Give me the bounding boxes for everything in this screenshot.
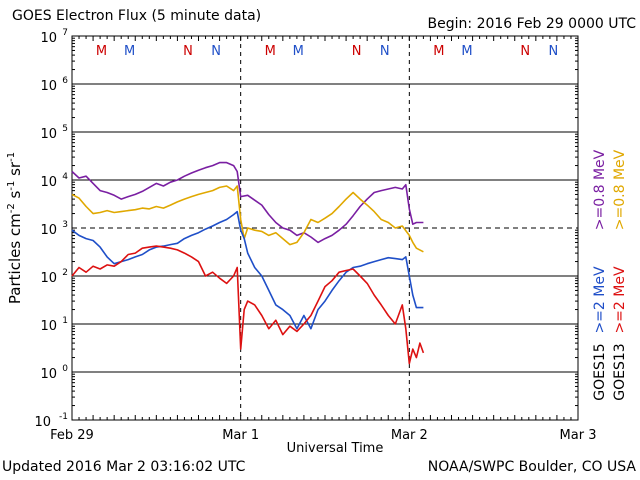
eclipse-marker: M	[124, 44, 135, 59]
eclipse-marker: M	[461, 44, 472, 59]
series-line	[71, 210, 424, 330]
eclipse-marker: N	[520, 44, 530, 59]
y-tick-label: 10 1	[40, 316, 68, 334]
y-tick-base: 10	[40, 127, 57, 142]
y-tick-exponent: -1	[59, 412, 68, 422]
y-tick-base: 10	[40, 367, 57, 382]
updated-timestamp: Updated 2016 Mar 2 03:16:02 UTC	[2, 459, 246, 475]
eclipse-marker: M	[293, 44, 304, 59]
legend-entry: >=2 MeV	[592, 266, 608, 334]
legend-entry: >=0.8 MeV	[592, 149, 608, 230]
legend-entry: >=2 MeV	[612, 266, 628, 334]
y-tick-label: 10 3	[40, 220, 68, 238]
y-label-exponent: -2	[6, 203, 17, 213]
y-label-text: s	[6, 190, 24, 203]
y-tick-base: 10	[40, 175, 57, 190]
y-label-exponent: -1	[6, 152, 17, 162]
x-tick-label: Mar 1	[222, 428, 259, 443]
y-tick-exponent: 4	[62, 172, 68, 182]
y-tick-base: 10	[40, 79, 57, 94]
x-tick-label: Mar 3	[560, 428, 597, 443]
eclipse-marker: N	[380, 44, 390, 59]
y-tick-label: 10 7	[40, 28, 68, 46]
begin-time: Begin: 2016 Feb 29 0000 UTC	[427, 16, 636, 32]
series-line	[71, 161, 424, 244]
chart-title: GOES Electron Flux (5 minute data)	[12, 8, 262, 24]
legend-satellite: GOES15	[592, 343, 608, 400]
plot-frame	[71, 35, 579, 421]
x-axis-label: Universal Time	[286, 441, 384, 456]
legend-entry: >=0.8 MeV	[612, 149, 628, 230]
y-tick-label: 10 5	[40, 124, 68, 142]
y-tick-base: 10	[40, 271, 57, 286]
x-tick-label: Feb 29	[50, 428, 94, 443]
y-tick-label: 10 2	[40, 268, 68, 286]
y-label-text: Particles cm	[6, 213, 24, 304]
y-tick-exponent: 3	[62, 220, 68, 230]
y-tick-exponent: 7	[62, 28, 68, 38]
eclipse-marker: M	[433, 44, 444, 59]
y-tick-base: 10	[34, 415, 51, 430]
series-line	[71, 245, 425, 365]
y-tick-label: 10 4	[40, 172, 68, 190]
eclipse-marker: N	[211, 44, 221, 59]
y-tick-exponent: 2	[62, 268, 68, 278]
y-tick-exponent: 5	[62, 124, 68, 134]
y-tick-base: 10	[40, 31, 57, 46]
y-tick-base: 10	[40, 223, 57, 238]
eclipse-marker: N	[352, 44, 362, 59]
series-line	[71, 185, 424, 253]
y-label-exponent: -1	[6, 181, 17, 191]
y-axis-label: Particles cm-2 s-1 sr-1	[6, 152, 24, 304]
y-tick-label: 10 -1	[34, 412, 68, 430]
legend-satellite: GOES13	[612, 343, 628, 400]
eclipse-marker: N	[183, 44, 193, 59]
y-label-text: sr	[6, 161, 24, 181]
eclipse-marker: M	[96, 44, 107, 59]
y-tick-label: 10 0	[40, 364, 68, 382]
x-tick-label: Mar 2	[391, 428, 428, 443]
y-tick-base: 10	[40, 319, 57, 334]
y-tick-exponent: 1	[62, 316, 68, 326]
eclipse-marker: N	[549, 44, 559, 59]
credit-text: NOAA/SWPC Boulder, CO USA	[427, 459, 636, 475]
y-tick-exponent: 6	[62, 76, 68, 86]
y-tick-label: 10 6	[40, 76, 68, 94]
eclipse-marker: M	[265, 44, 276, 59]
y-tick-exponent: 0	[62, 364, 68, 374]
